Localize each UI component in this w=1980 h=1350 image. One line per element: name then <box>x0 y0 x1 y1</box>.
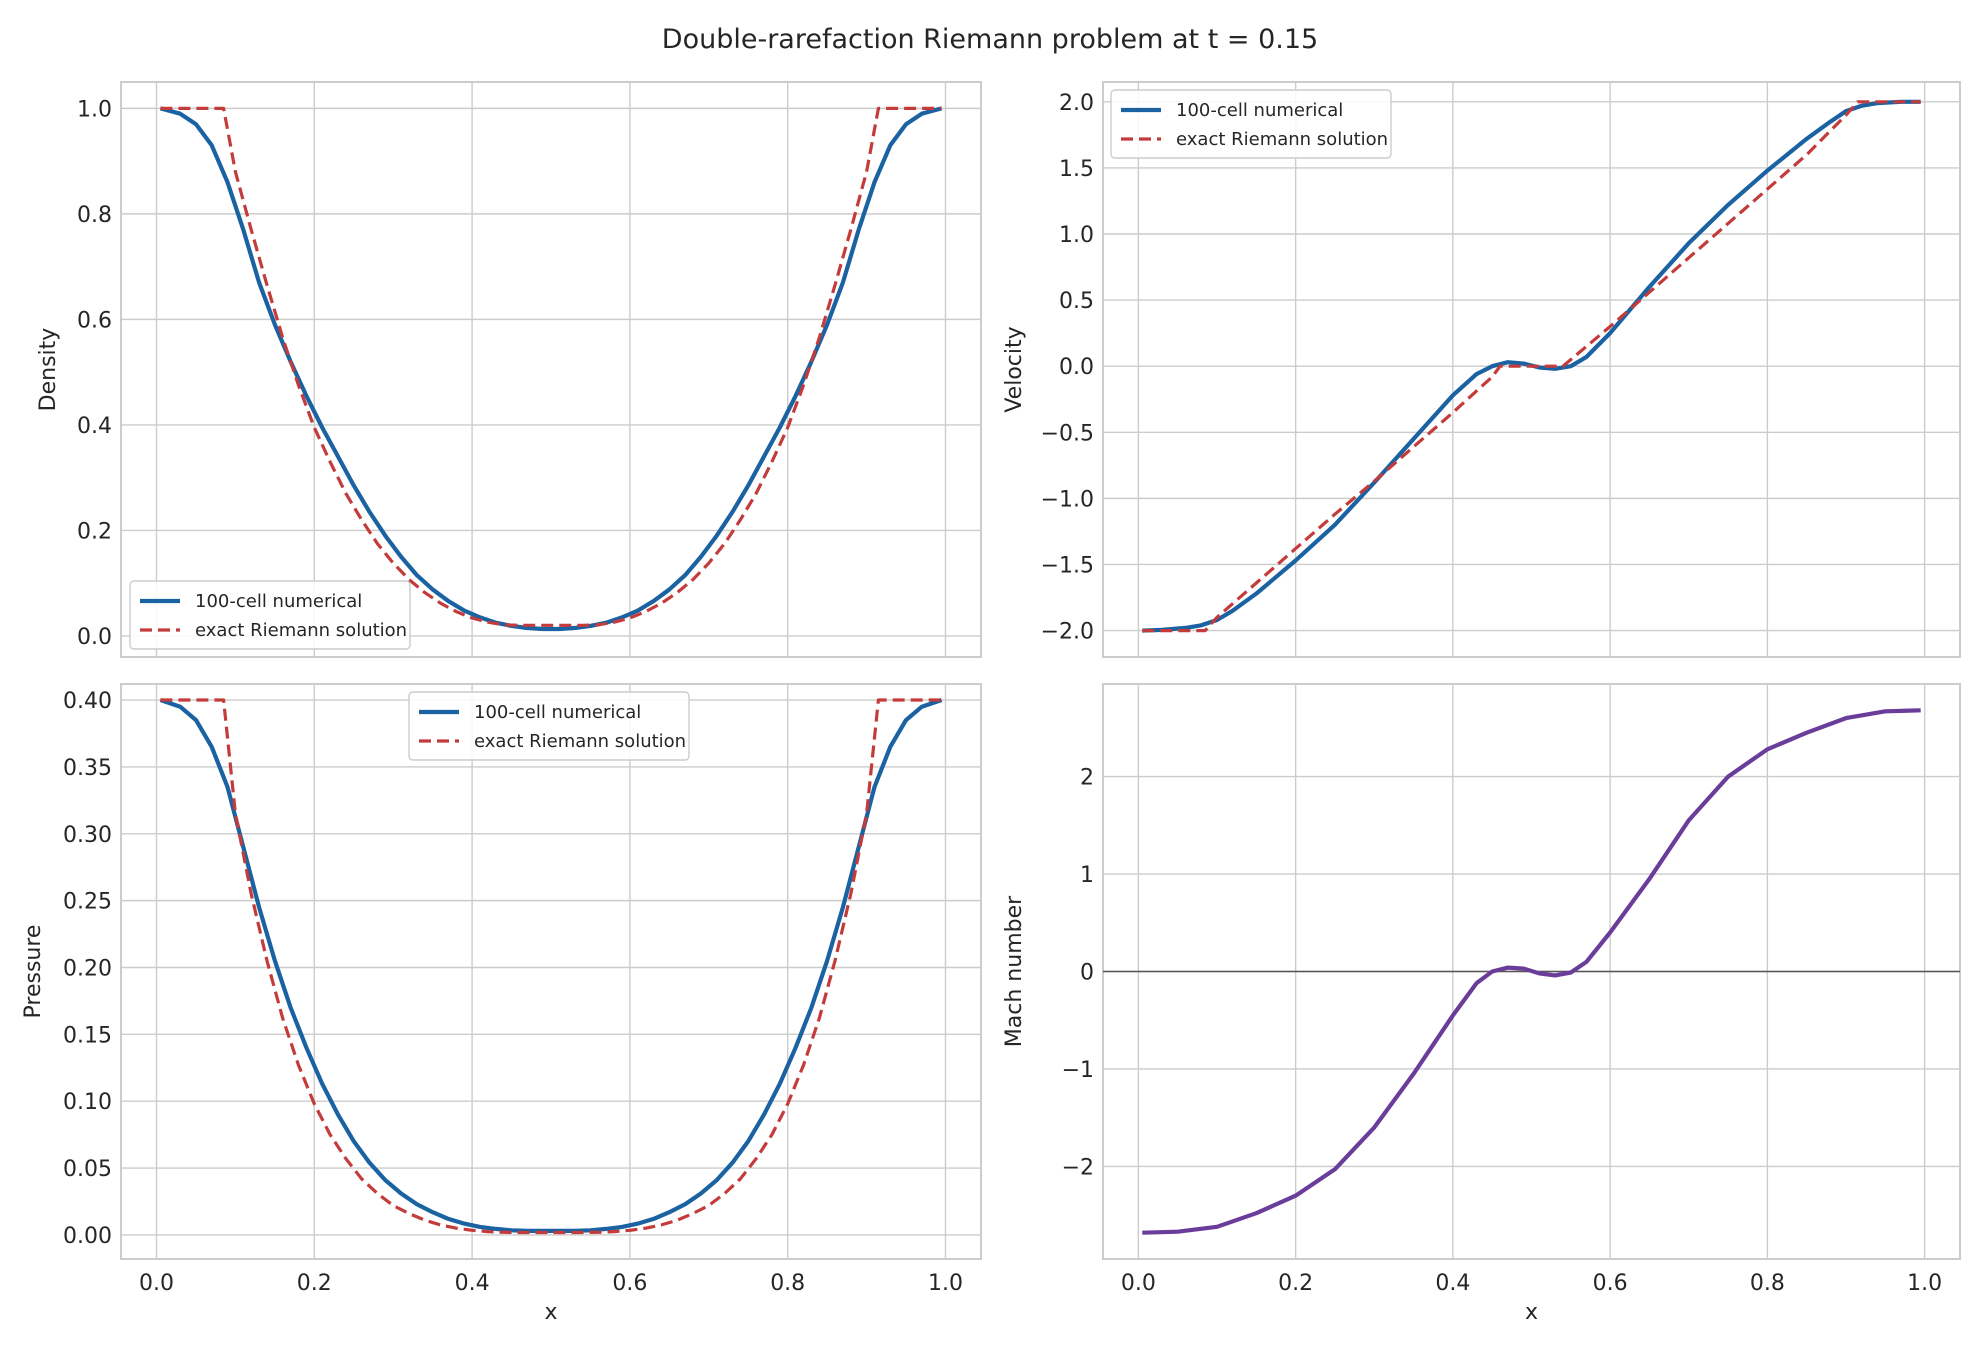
mach-number-x-axis-label: x <box>1525 1300 1538 1325</box>
pressure-legend: 100-cell numerical exact Riemann solution <box>408 691 690 761</box>
mach-number-x-tick-label: 0.8 <box>1750 1271 1785 1296</box>
density-exact-solution-line <box>160 106 942 627</box>
mach-number-y-tick-label: −2 <box>1062 1155 1094 1180</box>
density-y-axis-label: Density <box>36 328 61 412</box>
pressure-legend-box <box>408 691 690 761</box>
pressure-y-tick-label: 0.10 <box>63 1090 112 1115</box>
pressure-x-tick-label: 1.0 <box>928 1271 963 1296</box>
mach-number-y-tick-label: 2 <box>1080 766 1094 791</box>
mach-number-y-tick-label: 0 <box>1080 961 1094 986</box>
density-y-tick-label: 0.2 <box>77 519 112 544</box>
density-y-tick-label: 0.6 <box>77 308 112 333</box>
mach-number-x-tick-label: 0.2 <box>1278 1271 1313 1296</box>
pressure-x-tick-label: 0.0 <box>139 1271 174 1296</box>
figure-title: Double-rarefaction Riemann problem at t … <box>662 24 1318 55</box>
mach-number-mach-line <box>1142 708 1921 1235</box>
velocity-legend-label: 100-cell numerical <box>1176 100 1343 121</box>
pressure-x-tick-label: 0.8 <box>770 1271 805 1296</box>
pressure-exact-solution-line <box>160 698 942 1235</box>
mach-number-y-axis-label: Mach number <box>1002 895 1027 1047</box>
density-y-tick-label: 1.0 <box>77 97 112 122</box>
pressure-panel: 0.0 0.2 0.4 0.6 0.8 1.0 0.00 0.05 0.10 0.15 0.20 0.… <box>21 683 982 1325</box>
pressure-x-tick-label: 0.4 <box>455 1271 490 1296</box>
velocity-legend: 100-cell numerical exact Riemann solution <box>1110 89 1392 159</box>
pressure-y-axis-label: Pressure <box>21 925 46 1019</box>
velocity-y-tick-label: 0.0 <box>1059 355 1094 380</box>
density-panel: 0.0 0.2 0.4 0.6 0.8 1.0 Density 100-cell numeri… <box>36 81 982 658</box>
density-axes-frame <box>120 81 982 658</box>
mach-number-y-tick-label: −1 <box>1062 1058 1094 1083</box>
density-y-tick-label: 0.8 <box>77 203 112 228</box>
velocity-exact-solution-line <box>1142 100 1921 633</box>
velocity-y-tick-label: −2.0 <box>1041 620 1094 645</box>
velocity-legend-box <box>1110 89 1392 159</box>
pressure-y-tick-label: 0.00 <box>63 1224 112 1249</box>
density-legend-box <box>129 580 411 650</box>
mach-number-x-tick-label: 0.4 <box>1435 1271 1470 1296</box>
mach-number-x-tick-label: 1.0 <box>1907 1271 1942 1296</box>
pressure-y-tick-label: 0.05 <box>63 1157 112 1182</box>
velocity-y-tick-label: −1.5 <box>1041 553 1094 578</box>
pressure-x-tick-label: 0.6 <box>612 1271 647 1296</box>
pressure-legend-label: exact Riemann solution <box>474 731 686 752</box>
density-y-tick-label: 0.4 <box>77 414 112 439</box>
velocity-y-tick-label: 1.0 <box>1059 223 1094 248</box>
pressure-y-tick-label: 0.35 <box>63 756 112 781</box>
velocity-y-tick-label: 0.5 <box>1059 289 1094 314</box>
pressure-y-tick-label: 0.30 <box>63 823 112 848</box>
velocity-y-tick-label: −1.0 <box>1041 487 1094 512</box>
pressure-y-tick-label: 0.15 <box>63 1023 112 1048</box>
pressure-numerical-line <box>159 698 943 1234</box>
mach-number-panel: 0.0 0.2 0.4 0.6 0.8 1.0 −2 −1 0 1 2 Mach number x <box>1002 683 1961 1325</box>
density-numerical-line <box>159 106 943 632</box>
pressure-x-tick-label: 0.2 <box>297 1271 332 1296</box>
velocity-y-axis-label: Velocity <box>1002 326 1027 412</box>
velocity-panel: −2.0 −1.5 −1.0 −0.5 0.0 0.5 1.0 1.5 2.0 Velocity 1… <box>1002 81 1961 658</box>
velocity-axes-frame <box>1102 81 1961 658</box>
mach-number-x-tick-label: 0.6 <box>1593 1271 1628 1296</box>
velocity-legend-label: exact Riemann solution <box>1176 129 1388 150</box>
density-legend-label: 100-cell numerical <box>195 591 362 612</box>
density-y-tick-label: 0.0 <box>77 625 112 650</box>
velocity-y-tick-label: 2.0 <box>1059 91 1094 116</box>
density-legend-label: exact Riemann solution <box>195 620 407 641</box>
mach-number-x-tick-label: 0.0 <box>1121 1271 1156 1296</box>
pressure-axes-frame <box>120 683 982 1260</box>
pressure-y-tick-label: 0.25 <box>63 890 112 915</box>
mach-number-y-tick-label: 1 <box>1080 863 1094 888</box>
density-legend: 100-cell numerical exact Riemann solution <box>129 580 411 650</box>
pressure-x-axis-label: x <box>544 1300 557 1325</box>
pressure-legend-label: 100-cell numerical <box>474 702 641 723</box>
velocity-y-tick-label: 1.5 <box>1059 157 1094 182</box>
velocity-y-tick-label: −0.5 <box>1041 421 1094 446</box>
pressure-y-tick-label: 0.40 <box>63 689 112 714</box>
pressure-y-tick-label: 0.20 <box>63 956 112 981</box>
